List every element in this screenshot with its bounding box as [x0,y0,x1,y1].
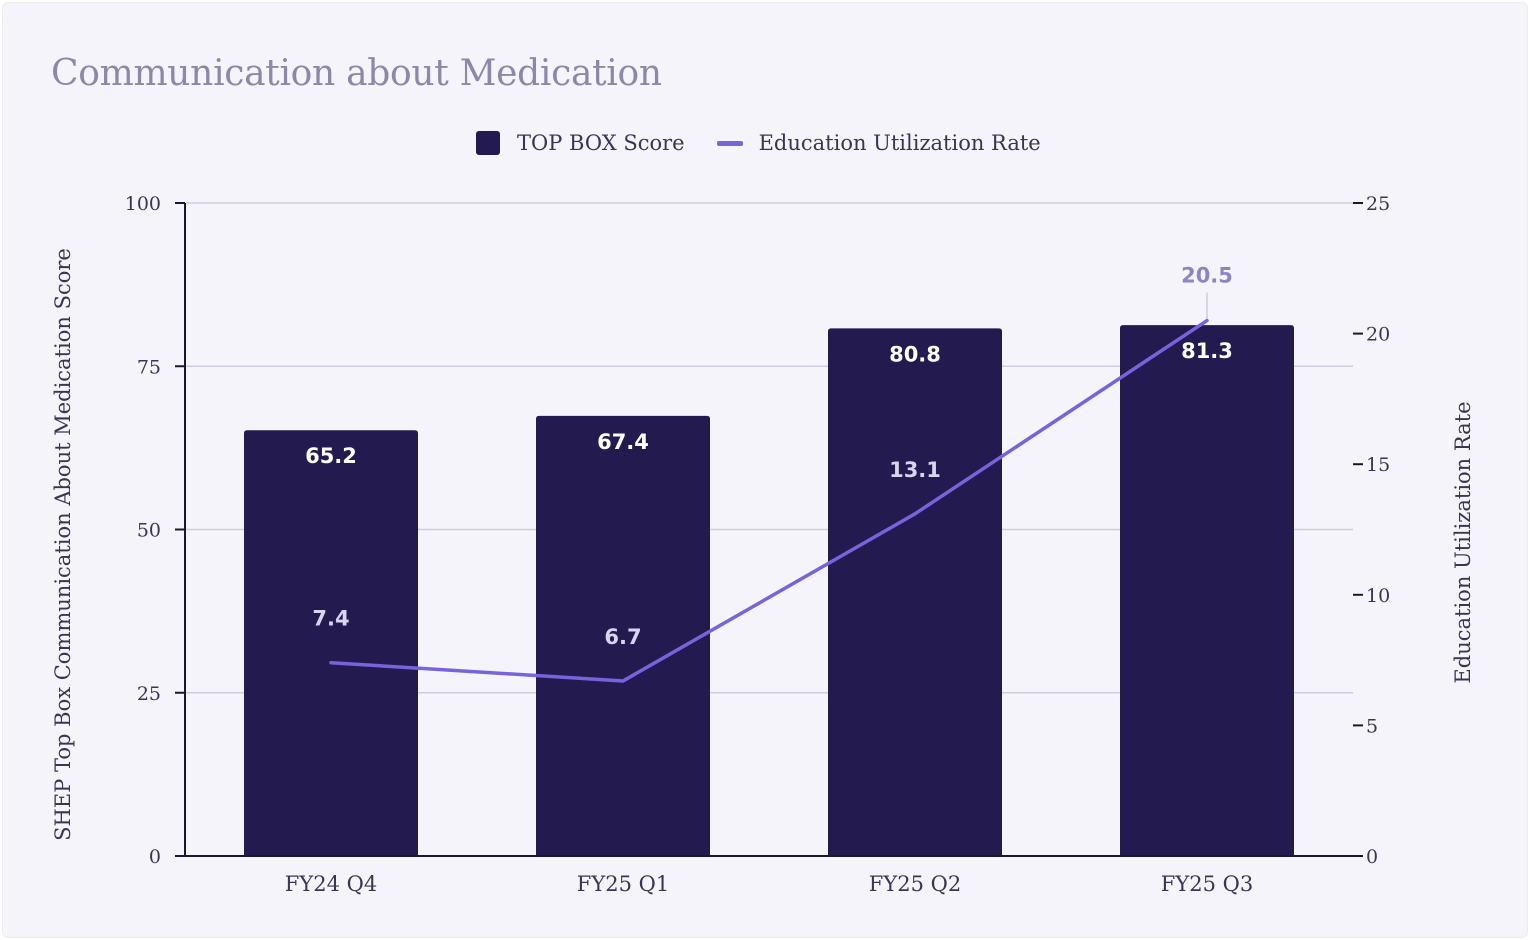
bar [244,430,418,856]
x-tick-label: FY25 Q2 [869,872,961,896]
y-axis-title: SHEP Top Box Communication About Medicat… [51,248,75,841]
line-series-education-utilization-rate [329,318,1209,683]
y2-tick-label: 10 [1366,585,1390,607]
y-tick-label: 50 [137,520,161,542]
bar-data-label: 67.4 [597,430,649,454]
y-tick-label: 75 [137,356,161,378]
legend-swatch-bar [476,131,500,155]
y2-tick-label: 5 [1366,715,1378,737]
line-data-label: 6.7 [604,625,641,649]
bar-data-label: 80.8 [889,342,941,366]
y2-tick-label: 0 [1366,846,1378,868]
x-tick-label: FY24 Q4 [285,872,377,896]
y-tick-label: 0 [149,846,161,868]
bar [1120,325,1294,857]
legend-item-top-box-score: TOP BOX Score [476,131,685,155]
y2-tick-label: 25 [1366,193,1390,215]
bar [828,328,1002,857]
y2-tick-label: 20 [1366,324,1390,346]
legend: TOP BOX Score Education Utilization Rate [476,131,1073,155]
line-data-label: 20.5 [1181,264,1233,288]
legend-swatch-line [716,140,743,146]
y2-tick-label: 15 [1366,454,1390,476]
legend-label-education-utilization-rate: Education Utilization Rate [758,131,1041,155]
y-tick-label: 100 [125,193,161,215]
bar [536,415,710,856]
y-tick-label: 25 [137,683,161,705]
line-data-label: 7.4 [312,607,349,631]
x-tick-label: FY25 Q3 [1161,872,1253,896]
y2-axis-title: Education Utilization Rate [1451,401,1475,683]
x-tick-label: FY25 Q1 [577,872,669,896]
legend-label-top-box-score: TOP BOX Score [517,131,685,155]
legend-item-education-utilization-rate: Education Utilization Rate [716,131,1041,155]
chart-title: Communication about Medication [51,53,662,94]
line-data-label: 13.1 [889,458,941,482]
bar-data-label: 65.2 [305,444,357,468]
bar-data-label: 81.3 [1181,339,1233,363]
